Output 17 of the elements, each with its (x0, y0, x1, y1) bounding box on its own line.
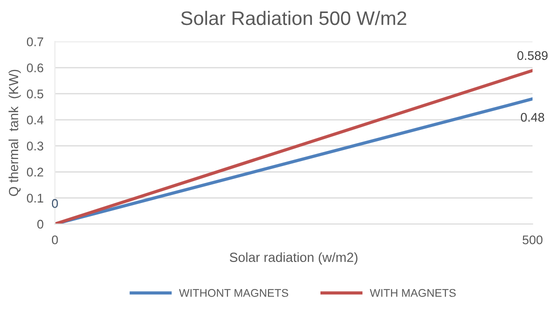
legend-label: WITHONT MAGNETS (179, 289, 288, 297)
y-tick-label: 0.7 (26, 37, 44, 46)
legend-label: WITH MAGNETS (370, 289, 456, 297)
chart-title: Solar Radiation 500 W/m2 (181, 10, 406, 26)
x-tick-label: 500 (522, 235, 542, 244)
y-tick-label: 0.2 (26, 168, 44, 177)
y-tick-label: 0 (37, 220, 44, 229)
y-axis-title: Q thermal tank (KW) (8, 70, 21, 196)
y-tick-label: 0.6 (26, 63, 44, 72)
y-tick-label: 0.3 (26, 142, 44, 150)
data-label: 0.48 (520, 112, 544, 122)
y-tick-label: 0.4 (26, 116, 44, 124)
x-axis-title: Solar radiation (w/m2) (230, 252, 358, 265)
y-tick-label: 0.5 (26, 90, 44, 98)
data-label: 0 (52, 199, 58, 208)
y-tick-label: 0.1 (26, 194, 44, 203)
data-label: 0.589 (517, 51, 548, 60)
